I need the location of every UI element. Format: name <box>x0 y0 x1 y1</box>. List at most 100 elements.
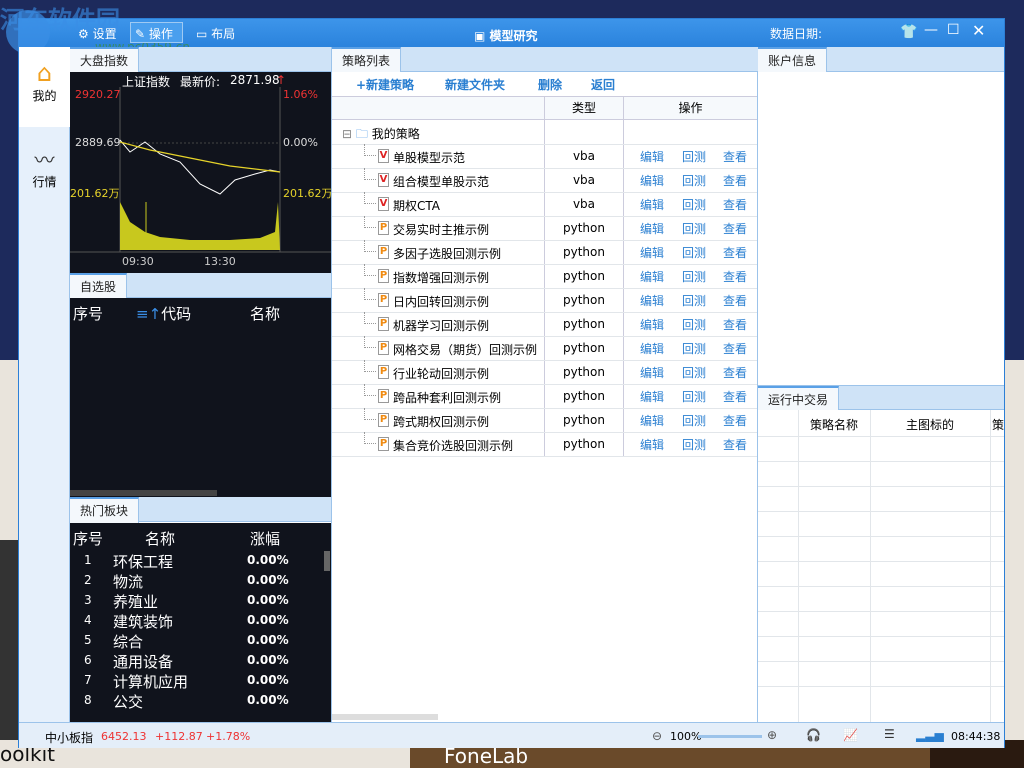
scrollbar[interactable] <box>70 490 217 496</box>
action-link[interactable]: 回测 <box>682 174 707 188</box>
nav-market[interactable]: 〰行情 <box>19 140 70 200</box>
minimize-button[interactable]: — <box>924 22 938 38</box>
strategy-name[interactable]: 单股模型示范 <box>393 151 466 165</box>
maximize-button[interactable]: ☐ <box>947 22 960 38</box>
action-link[interactable]: 回测 <box>682 414 707 428</box>
strategy-name[interactable]: 网格交易（期货）回测示例 <box>393 343 538 357</box>
column-header: 名称 <box>145 530 176 548</box>
y-label: 0.00% <box>283 136 318 149</box>
toolbar-button[interactable]: 删除 <box>538 78 563 92</box>
action-link[interactable]: 编辑 <box>640 438 665 452</box>
action-link[interactable]: 查看 <box>723 174 748 188</box>
file-icon: P <box>378 389 389 403</box>
action-link[interactable]: 查看 <box>723 198 748 212</box>
action-link[interactable]: 查看 <box>723 390 748 404</box>
row-line <box>332 408 757 409</box>
tree-root[interactable]: ⊟ 🗀 我的策略 <box>342 127 420 141</box>
strategy-name[interactable]: 跨品种套利回测示例 <box>393 391 502 405</box>
chart-icon[interactable]: 📈 <box>843 728 858 742</box>
action-link[interactable]: 回测 <box>682 438 707 452</box>
action-link[interactable]: 查看 <box>723 414 748 428</box>
action-link[interactable]: 编辑 <box>640 198 665 212</box>
action-link[interactable]: 查看 <box>723 366 748 380</box>
settings-menu[interactable]: ⚙ 设置 <box>78 27 117 41</box>
action-link[interactable]: 编辑 <box>640 366 665 380</box>
action-link[interactable]: 编辑 <box>640 294 665 308</box>
row-index: 4 <box>84 613 92 627</box>
action-link[interactable]: 回测 <box>682 198 707 212</box>
support-icon[interactable]: 🎧 <box>806 728 821 742</box>
strategy-name[interactable]: 跨式期权回测示例 <box>393 415 490 429</box>
toolbar-button[interactable]: 新建文件夹 <box>445 78 506 92</box>
panel-header: 自选股 <box>70 273 331 300</box>
strategy-name[interactable]: 行业轮动回测示例 <box>393 367 490 381</box>
action-link[interactable]: 查看 <box>723 270 748 284</box>
sector-name[interactable]: 养殖业 <box>113 593 159 611</box>
zoom-out[interactable]: ⊖ <box>652 729 663 743</box>
action-link[interactable]: 查看 <box>723 150 748 164</box>
close-button[interactable]: ✕ <box>972 21 986 40</box>
nav-mine[interactable]: ⌂ 我的 <box>19 47 70 127</box>
layout-menu[interactable]: ▭ 布局 <box>196 27 236 41</box>
tab[interactable]: 账户信息 <box>758 47 828 74</box>
sector-name[interactable]: 计算机应用 <box>113 673 189 691</box>
action-link[interactable]: 回测 <box>682 150 707 164</box>
sector-name[interactable]: 建筑装饰 <box>113 613 174 631</box>
action-link[interactable]: 查看 <box>723 318 748 332</box>
action-link[interactable]: 回测 <box>682 294 707 308</box>
sector-name[interactable]: 通用设备 <box>113 653 174 671</box>
scrollbar[interactable] <box>324 551 330 571</box>
sector-name[interactable]: 综合 <box>113 633 144 651</box>
action-link[interactable]: 查看 <box>723 438 748 452</box>
action-link[interactable]: 回测 <box>682 222 707 236</box>
panel-header: 账户信息 <box>758 47 1004 74</box>
action-link[interactable]: 回测 <box>682 318 707 332</box>
action-link[interactable]: 查看 <box>723 342 748 356</box>
action-link[interactable]: 编辑 <box>640 246 665 260</box>
strategy-name[interactable]: 组合模型单股示范 <box>393 175 490 189</box>
action-link[interactable]: 回测 <box>682 246 707 260</box>
strategy-name[interactable]: 机器学习回测示例 <box>393 319 490 333</box>
sector-name[interactable]: 环保工程 <box>113 553 174 571</box>
toolbar-button[interactable]: 返回 <box>591 78 616 92</box>
strategy-name[interactable]: 集合竞价选股回测示例 <box>393 439 514 453</box>
action-link[interactable]: 编辑 <box>640 342 665 356</box>
operate-menu[interactable]: ✎ 操作 <box>130 22 183 43</box>
action-link[interactable]: 查看 <box>723 222 748 236</box>
action-link[interactable]: 回测 <box>682 366 707 380</box>
row-line <box>332 144 757 145</box>
action-link[interactable]: 编辑 <box>640 414 665 428</box>
strategy-name[interactable]: 多因子选股回测示例 <box>393 247 502 261</box>
action-link[interactable]: 编辑 <box>640 222 665 236</box>
tab[interactable]: 运行中交易 <box>758 386 840 413</box>
action-link[interactable]: 回测 <box>682 270 707 284</box>
action-link[interactable]: 编辑 <box>640 318 665 332</box>
tab[interactable]: 热门板块 <box>70 497 140 524</box>
action-link[interactable]: 查看 <box>723 294 748 308</box>
skin-button[interactable]: 👕 <box>900 24 918 40</box>
action-link[interactable]: 编辑 <box>640 390 665 404</box>
strategy-name[interactable]: 交易实时主推示例 <box>393 223 490 237</box>
sector-name[interactable]: 物流 <box>113 573 144 591</box>
strategy-name[interactable]: 日内回转回测示例 <box>393 295 490 309</box>
tab[interactable]: 策略列表 <box>332 47 402 74</box>
server-icon[interactable]: ☰ <box>884 727 895 741</box>
tab[interactable]: 自选股 <box>70 273 128 300</box>
sector-name[interactable]: 公交 <box>113 693 144 711</box>
zoom-in[interactable]: ⊕ <box>767 728 778 742</box>
action-link[interactable]: 编辑 <box>640 174 665 188</box>
action-link[interactable]: 编辑 <box>640 270 665 284</box>
row-line <box>758 461 1004 462</box>
action-link[interactable]: 回测 <box>682 342 707 356</box>
action-link[interactable]: 编辑 <box>640 150 665 164</box>
action-link[interactable]: 查看 <box>723 246 748 260</box>
toolbar-button[interactable]: +新建策略 <box>356 78 415 92</box>
tab[interactable]: 大盘指数 <box>70 47 140 74</box>
scrollbar[interactable] <box>332 714 438 720</box>
strategy-name[interactable]: 期权CTA <box>393 199 440 213</box>
column-header: 操作 <box>678 101 703 115</box>
strategy-name[interactable]: 指数增强回测示例 <box>393 271 490 285</box>
action-link[interactable]: 回测 <box>682 390 707 404</box>
zoom-slider[interactable] <box>698 735 762 738</box>
column-header[interactable]: ≡↑代码 <box>136 305 192 323</box>
